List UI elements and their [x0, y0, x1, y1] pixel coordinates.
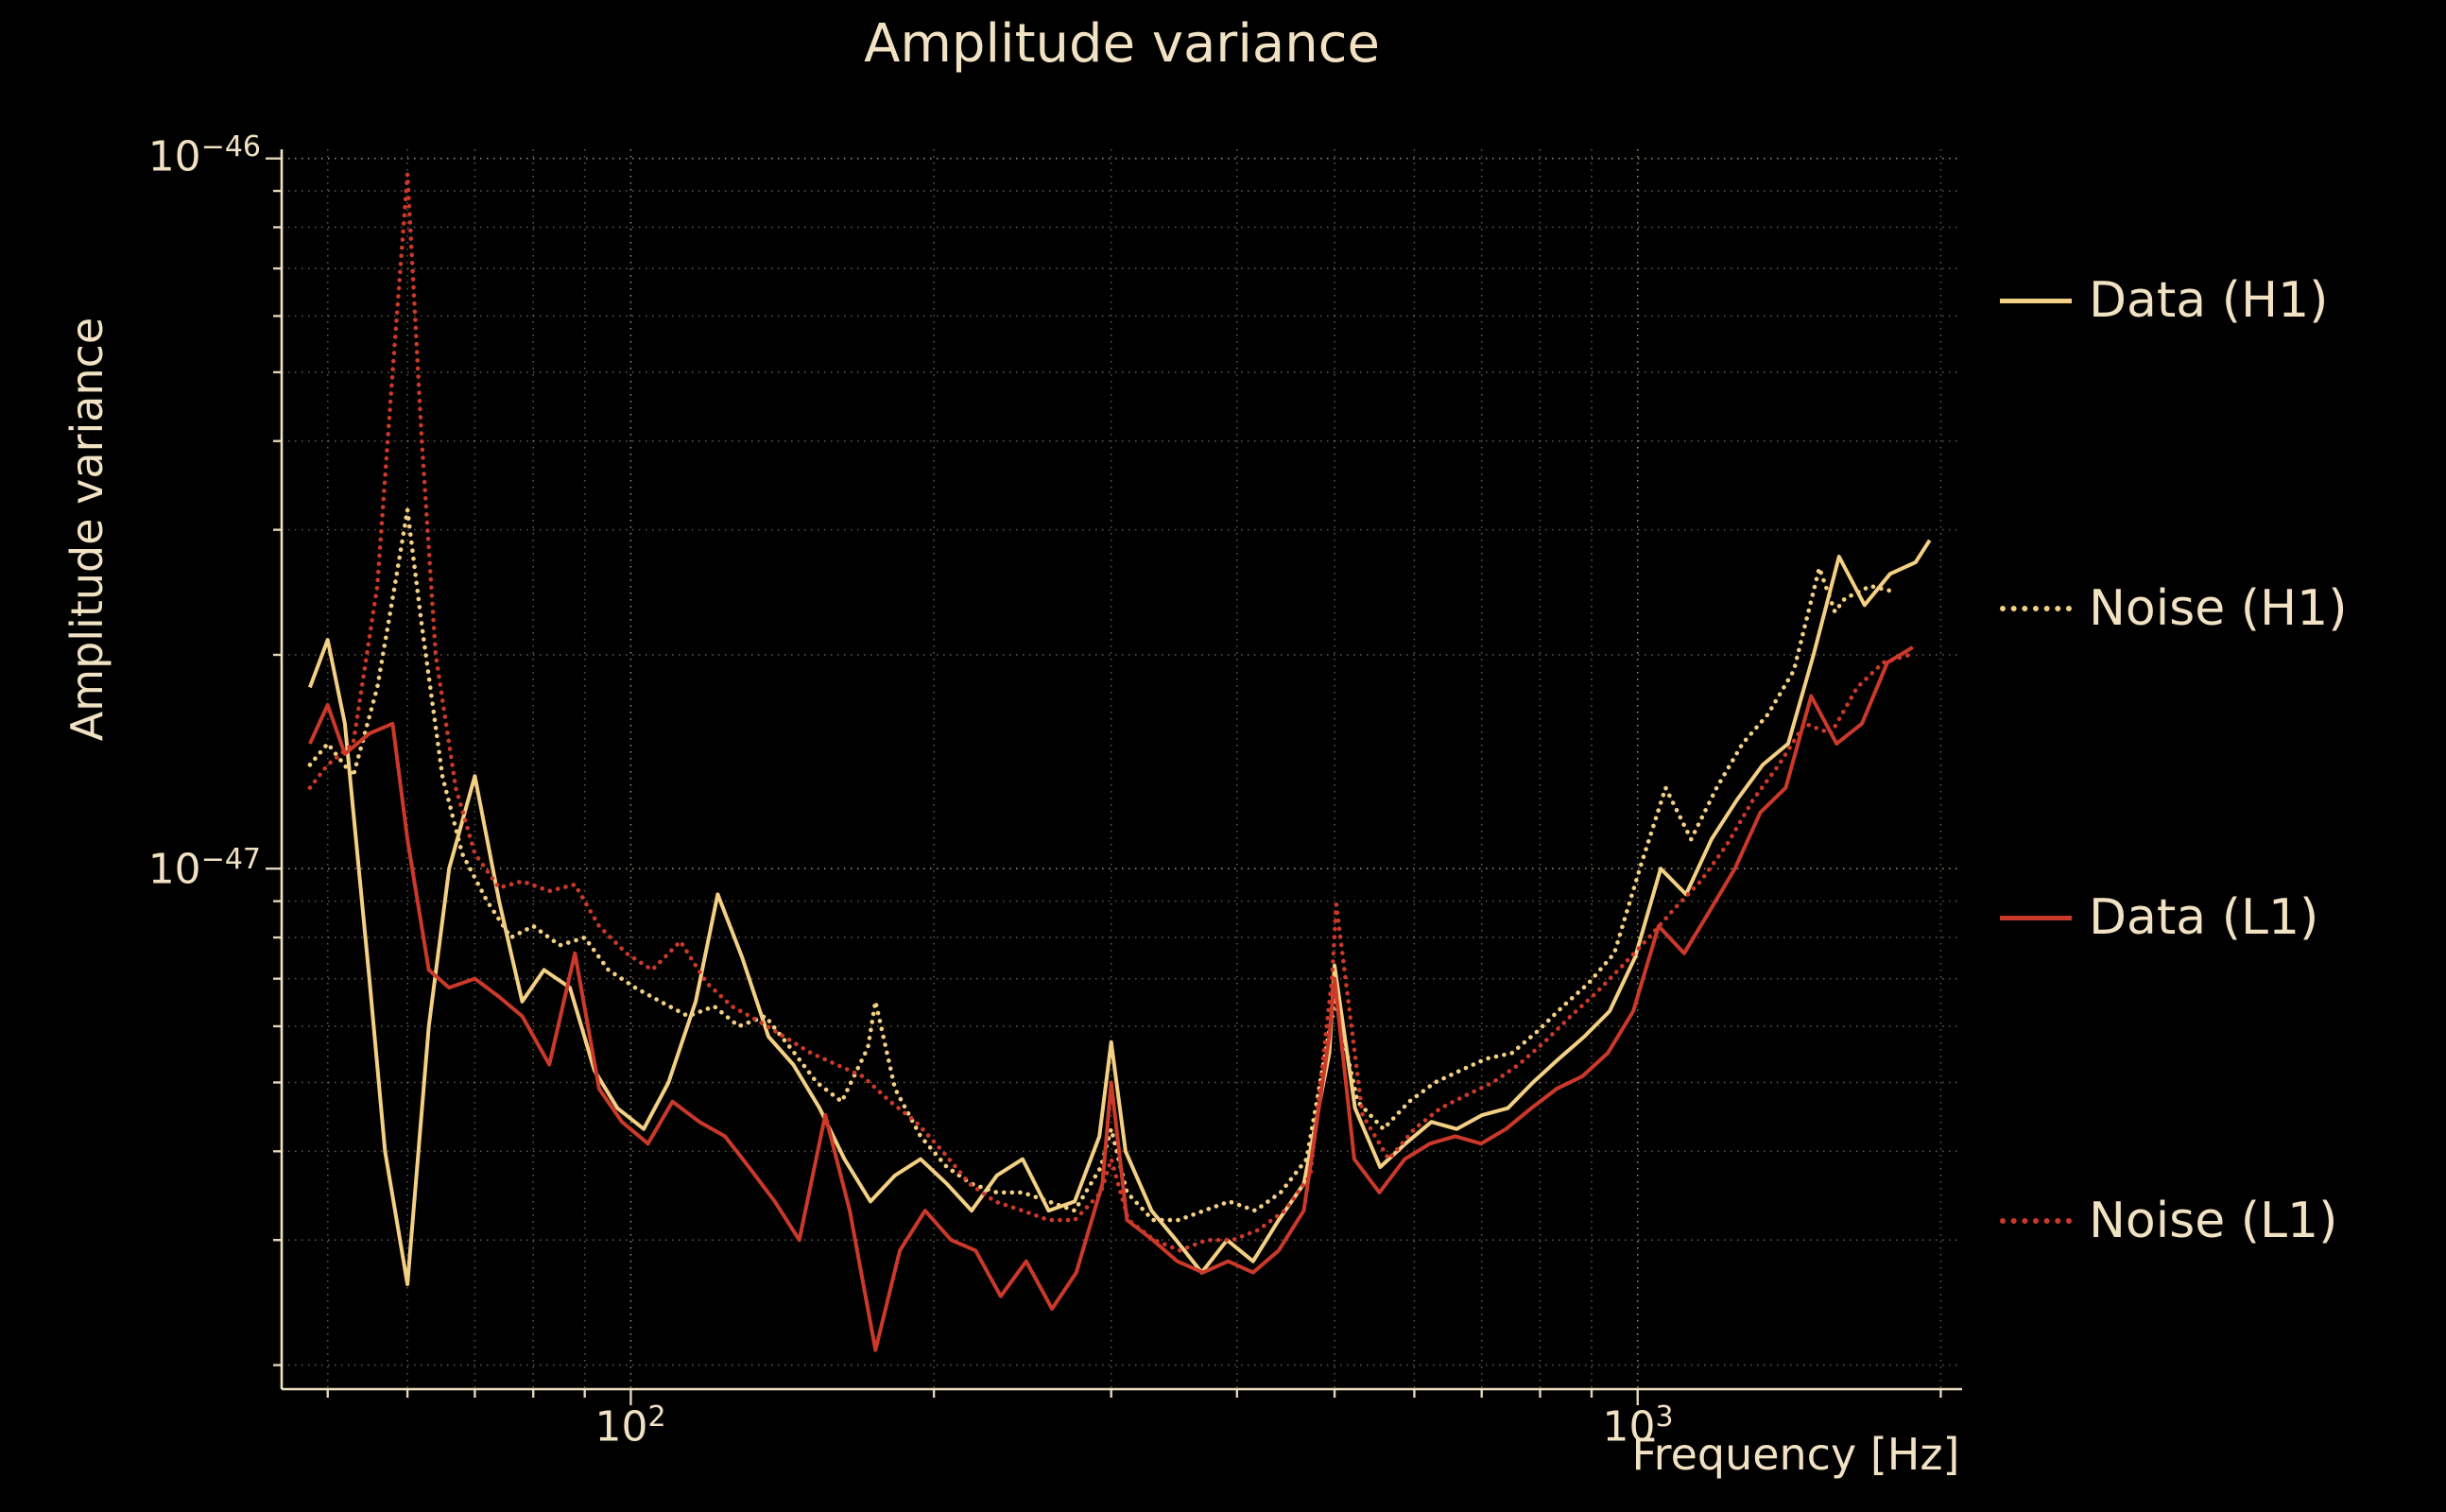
legend-entry-noise-l1: Noise (L1)	[2000, 1193, 2337, 1249]
x-axis-label: Frequency [Hz]	[1631, 1429, 1960, 1480]
tick-exponent: −46	[200, 130, 261, 164]
tick-exponent: −47	[200, 843, 261, 877]
legend-label: Data (L1)	[2089, 889, 2319, 946]
y-axis-label: Amplitude variance	[61, 317, 112, 742]
tick-exponent: 2	[647, 1400, 666, 1434]
tick-mantissa: 10	[147, 845, 201, 894]
chart-title: Amplitude variance	[864, 13, 1380, 75]
legend-line-sample-noise-h1	[2000, 606, 2072, 611]
tick-exponent: 3	[1655, 1400, 1674, 1434]
legend-line-sample-noise-l1	[2000, 1218, 2072, 1224]
legend-label: Data (H1)	[2089, 272, 2329, 329]
y-tick-label-1e-47: 10−47	[148, 843, 261, 894]
legend-entry-noise-h1: Noise (H1)	[2000, 580, 2348, 637]
legend-line-sample-data-h1	[2000, 298, 2072, 303]
legend-label: Noise (H1)	[2089, 580, 2348, 637]
x-tick-label-100: 102	[594, 1400, 665, 1452]
legend-label: Noise (L1)	[2089, 1193, 2338, 1249]
x-tick-label-1000: 103	[1602, 1400, 1673, 1452]
series-data-l1	[308, 645, 1914, 1352]
legend-entry-data-l1: Data (L1)	[2000, 889, 2318, 946]
legend-line-sample-data-l1	[2000, 915, 2072, 920]
y-tick-label-1e-46: 10−46	[148, 130, 261, 181]
series-noise-h1	[307, 507, 1899, 1223]
tick-mantissa: 10	[594, 1402, 648, 1452]
tick-mantissa: 10	[1602, 1402, 1656, 1452]
series-noise-l1	[307, 172, 1912, 1253]
tick-mantissa: 10	[147, 132, 201, 181]
legend-entry-data-h1: Data (H1)	[2000, 272, 2328, 329]
series-data-h1	[308, 539, 1932, 1286]
